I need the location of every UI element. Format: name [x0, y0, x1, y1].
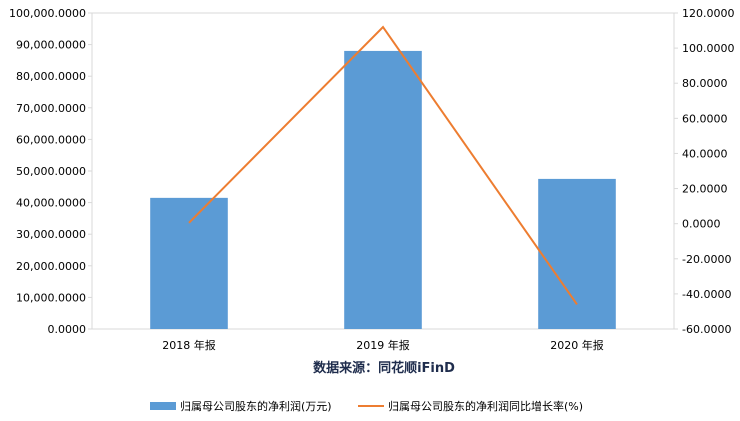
bar: [150, 197, 228, 329]
bar: [344, 50, 422, 330]
left-tick-label: 80,000.0000: [16, 70, 86, 83]
legend-bar-label: 归属母公司股东的净利润(万元): [180, 399, 332, 413]
left-tick-label: 60,000.0000: [16, 133, 86, 146]
right-tick-label: 120.0000: [682, 7, 735, 20]
left-tick-label: 100,000.0000: [9, 7, 86, 20]
left-tick-label: 20,000.0000: [16, 260, 86, 273]
left-tick-label: 30,000.0000: [16, 228, 86, 241]
left-tick-label: 10,000.0000: [16, 291, 86, 304]
left-tick-label: 50,000.0000: [16, 165, 86, 178]
x-axis-categories: 2018 年报 2019 年报 2020 年报: [162, 338, 604, 352]
legend-bar-swatch: [150, 402, 176, 410]
left-tick-label: 90,000.0000: [16, 39, 86, 52]
right-tick-label: -40.0000: [682, 288, 731, 301]
x-axis-label: 数据来源：同花顺iFinD: [313, 360, 455, 376]
left-tick-label: 40,000.0000: [16, 197, 86, 210]
bar: [538, 178, 616, 329]
legend: 归属母公司股东的净利润(万元) 归属母公司股东的净利润同比增长率(%): [150, 399, 583, 413]
right-tick-label: 60.0000: [682, 112, 728, 125]
bar-series: [150, 50, 616, 330]
category-label: 2019 年报: [356, 338, 410, 352]
right-tick-label: 80.0000: [682, 77, 728, 90]
right-y-axis: -60.0000 -40.0000 -20.0000 0.0000 20.0000 40.…: [674, 7, 735, 336]
right-tick-label: 20.0000: [682, 183, 728, 196]
right-tick-label: -20.0000: [682, 253, 731, 266]
right-tick-label: 0.0000: [682, 218, 721, 231]
right-tick-label: 100.0000: [682, 42, 735, 55]
legend-line-label: 归属母公司股东的净利润同比增长率(%): [388, 399, 583, 413]
left-tick-label: 70,000.0000: [16, 102, 86, 115]
category-label: 2018 年报: [162, 338, 216, 352]
left-y-axis: 0.0000 10,000.0000 20,000.0000 30,000.0000 4…: [9, 7, 92, 336]
right-tick-label: 40.0000: [682, 147, 728, 160]
right-tick-label: -60.0000: [682, 323, 731, 336]
category-label: 2020 年报: [550, 338, 604, 352]
line-series: [188, 25, 578, 305]
left-tick-label: 0.0000: [48, 323, 87, 336]
